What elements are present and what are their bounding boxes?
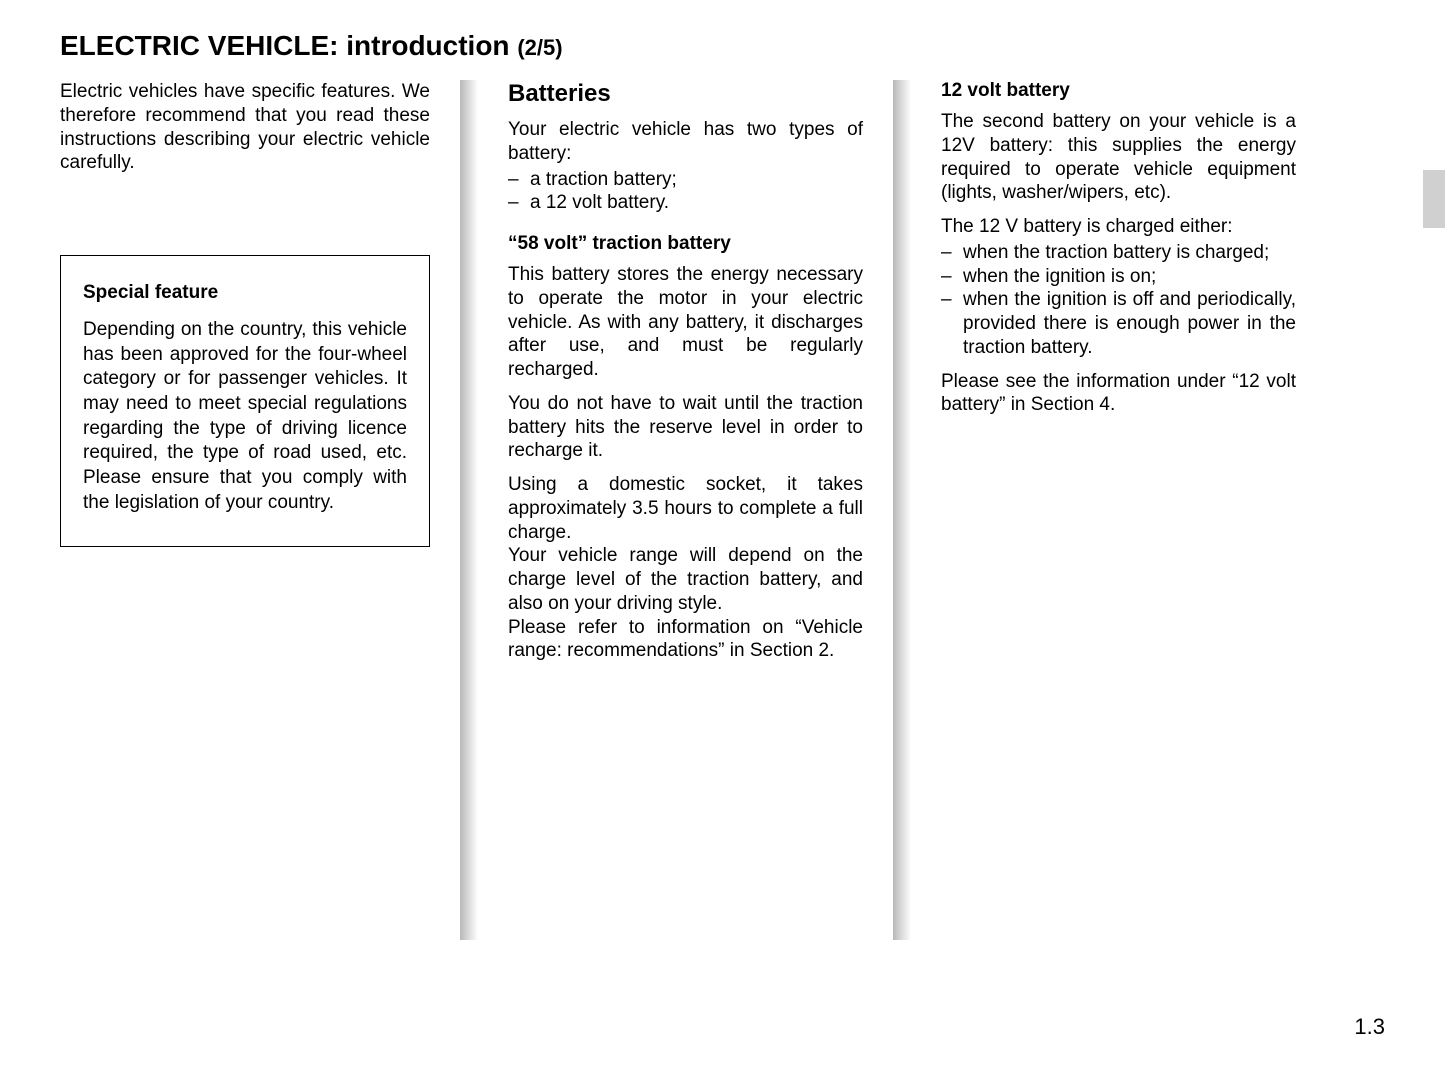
traction-p3: Using a domestic socket, it takes approx… [508,473,863,544]
list-item: when the ignition is off and periodicall… [941,288,1296,359]
12v-heading: 12 volt battery [941,80,1296,102]
traction-battery-heading: “58 volt” traction battery [508,233,863,255]
list-item: a traction battery; [508,168,863,192]
column-2: Batteries Your electric vehicle has two … [478,80,893,940]
traction-p5: Please refer to information on “Vehicle … [508,616,863,664]
12v-charge-list: when the traction battery is charged; wh… [941,241,1296,360]
traction-p4: Your vehicle range will depend on the ch… [508,544,863,615]
list-item: when the ignition is on; [941,265,1296,289]
traction-p2: You do not have to wait until the tracti… [508,392,863,463]
12v-p3: Please see the information under “12 vol… [941,370,1296,418]
intro-text: Electric vehicles have specific features… [60,80,430,175]
page-title: ELECTRIC VEHICLE: introduction (2/5) [60,30,1385,62]
page-number: 1.3 [1354,1014,1385,1040]
section-tab [1423,170,1445,228]
manual-page: ELECTRIC VEHICLE: introduction (2/5) Ele… [0,0,1445,1070]
traction-p1: This battery stores the energy necessary… [508,263,863,382]
column-1: Electric vehicles have specific features… [60,80,460,940]
column-divider [893,80,911,940]
content-columns: Electric vehicles have specific features… [60,80,1385,940]
column-3: 12 volt battery The second battery on yo… [911,80,1326,940]
12v-p1: The second battery on your vehicle is a … [941,110,1296,205]
list-item: when the traction battery is charged; [941,241,1296,265]
batteries-intro: Your electric vehicle has two types of b… [508,118,863,166]
title-main: ELECTRIC VEHICLE: introduction [60,30,517,61]
title-sub: (2/5) [517,35,562,60]
box-heading: Special feature [83,282,407,304]
batteries-heading: Batteries [508,80,863,108]
box-text: Depending on the country, this vehicle h… [83,318,407,516]
battery-types-list: a traction battery; a 12 volt battery. [508,168,863,216]
12v-p2: The 12 V battery is charged either: [941,215,1296,239]
list-item: a 12 volt battery. [508,191,863,215]
special-feature-box: Special feature Depending on the country… [60,255,430,547]
column-divider [460,80,478,940]
